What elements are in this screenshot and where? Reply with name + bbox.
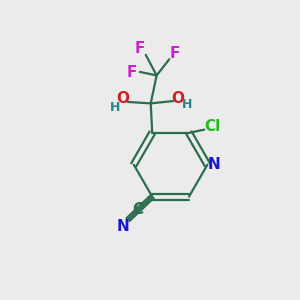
Text: O: O [171, 91, 184, 106]
Text: Cl: Cl [204, 119, 220, 134]
Text: F: F [135, 41, 145, 56]
Text: C: C [132, 202, 143, 217]
Text: H: H [110, 101, 120, 114]
Text: N: N [116, 218, 129, 233]
Text: O: O [116, 92, 129, 106]
Text: F: F [170, 46, 180, 62]
Text: H: H [182, 98, 192, 111]
Text: N: N [208, 157, 220, 172]
Text: F: F [127, 65, 137, 80]
